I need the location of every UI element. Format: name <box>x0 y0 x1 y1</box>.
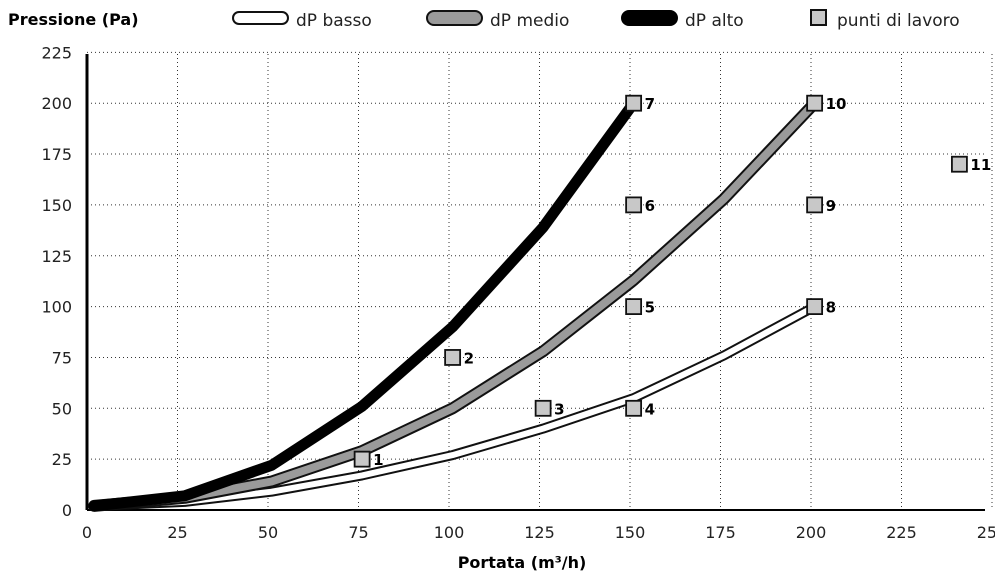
work-point-label: 7 <box>645 95 655 113</box>
work-point-label: 3 <box>554 400 564 418</box>
work-point-label: 4 <box>645 400 655 418</box>
x-tick-label: 200 <box>796 523 827 542</box>
work-point-marker <box>806 298 824 316</box>
work-point-label: 2 <box>464 349 474 367</box>
x-tick-labels: 0 25 50 75 100 125 150 175 200 225 250 <box>82 523 995 542</box>
x-tick-label: 175 <box>705 523 736 542</box>
legend-swatch-black <box>621 10 678 26</box>
work-point-marker <box>951 155 968 173</box>
work-point-label: 8 <box>826 299 836 317</box>
legend-label-dp-alto: dP alto <box>685 11 744 31</box>
y-tick-label: 200 <box>41 94 72 113</box>
x-tick-label: 125 <box>524 523 555 542</box>
work-point-marker <box>534 399 552 417</box>
x-tick-label: 0 <box>82 523 92 542</box>
x-tick-label: 100 <box>434 523 465 542</box>
work-point-marker <box>806 196 824 214</box>
series-line-white <box>91 303 818 509</box>
y-tick-label: 0 <box>62 501 72 520</box>
y-tick-label: 100 <box>41 298 72 317</box>
axes <box>85 54 985 511</box>
legend-label-punti-di-lavoro: punti di lavoro <box>837 11 960 31</box>
legend-item-dp-alto: dP alto <box>621 10 744 31</box>
legend-swatch-white <box>232 11 289 25</box>
x-tick-label: 25 <box>167 523 187 542</box>
x-tick-label: 75 <box>348 523 368 542</box>
legend-label-dp-basso: dP basso <box>296 11 372 31</box>
series-lines <box>88 97 821 512</box>
work-point-marker <box>625 399 643 417</box>
y-axis-label: Pressione (Pa) <box>8 10 139 29</box>
work-point-label: 9 <box>826 197 836 215</box>
work-point-label: 1 <box>373 451 383 469</box>
series-line-outline-black <box>88 97 640 512</box>
work-point-label: 11 <box>970 156 991 174</box>
work-point-marker <box>353 450 371 468</box>
legend-swatch-gray <box>426 10 483 26</box>
work-point-marker <box>625 298 643 316</box>
work-point-label: 6 <box>645 197 655 215</box>
x-tick-label: 225 <box>886 523 917 542</box>
work-point-label: 5 <box>645 299 655 317</box>
x-tick-label: 150 <box>615 523 646 542</box>
y-tick-label: 25 <box>52 450 72 469</box>
y-tick-label: 150 <box>41 196 72 215</box>
work-point-marker <box>806 94 824 112</box>
legend-item-dp-basso: dP basso <box>232 11 372 31</box>
series-line-gray <box>90 99 819 510</box>
grid <box>87 51 993 510</box>
y-tick-label: 175 <box>41 145 72 164</box>
x-axis-label: Portata (m³/h) <box>458 553 587 572</box>
y-tick-label: 75 <box>52 348 72 367</box>
work-point-marker <box>444 349 462 366</box>
legend-swatch-point <box>810 9 827 26</box>
legend: dP basso dP medio dP alto punti di lavor… <box>232 9 960 31</box>
y-tick-label: 125 <box>41 247 72 266</box>
legend-item-dp-medio: dP medio <box>426 10 569 31</box>
legend-label-dp-medio: dP medio <box>490 11 569 31</box>
x-tick-label: 250 <box>977 523 995 542</box>
work-points: 1 2 3 4 5 6 7 8 9 10 11 <box>353 94 991 469</box>
series-line-outline-gray <box>88 97 821 512</box>
y-tick-label: 50 <box>52 399 72 418</box>
x-tick-label: 50 <box>258 523 278 542</box>
work-point-marker <box>625 94 643 112</box>
y-tick-label: 225 <box>41 43 72 62</box>
y-tick-labels: 0 25 50 75 100 125 150 175 200 225 <box>41 43 72 520</box>
work-point-label: 10 <box>826 95 847 113</box>
work-point-marker <box>625 196 643 214</box>
legend-item-punti-di-lavoro: punti di lavoro <box>810 9 960 31</box>
